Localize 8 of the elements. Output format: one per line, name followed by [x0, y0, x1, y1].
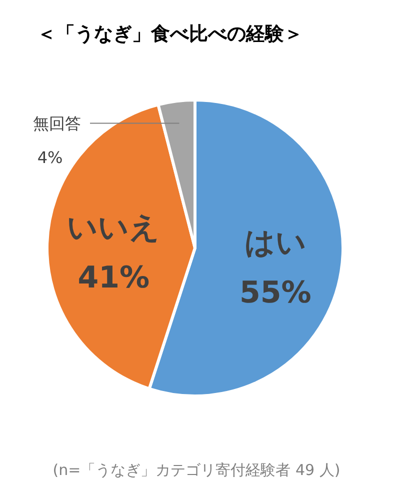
- slice-label: はい: [244, 226, 306, 261]
- chart-title: ＜「うなぎ」食べ比べの経験＞: [37, 23, 303, 45]
- data-label: 55%: [239, 276, 312, 311]
- slice-label: いいえ: [67, 210, 160, 246]
- text: (n=「うなぎ」カテゴリ寄付経験者 49 人): [52, 461, 340, 479]
- slice-label: 無回答: [33, 114, 81, 134]
- data-label: 4%: [37, 148, 63, 168]
- data-label: 41%: [78, 260, 150, 296]
